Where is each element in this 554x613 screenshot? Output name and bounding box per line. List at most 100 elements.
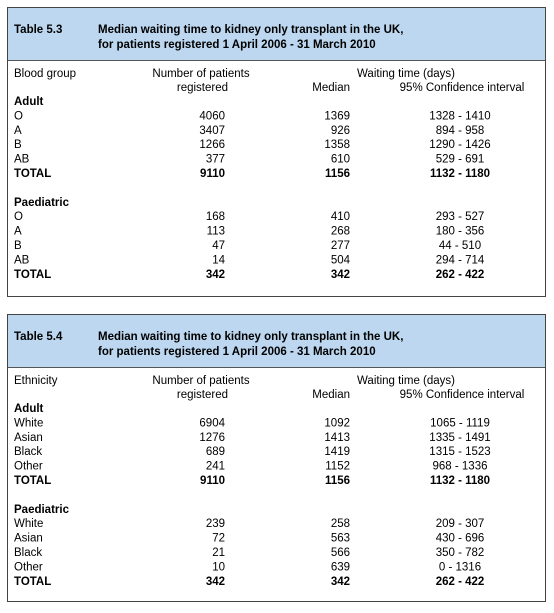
table-number: Table 5.4	[14, 331, 63, 343]
row-label: TOTAL	[14, 168, 51, 180]
column-header: 95% Confidence interval	[400, 82, 525, 94]
patients-cell: 6904	[199, 417, 225, 429]
ci-cell: 350 - 782	[436, 547, 485, 559]
column-header: Median	[312, 82, 350, 94]
patients-cell: 10	[212, 561, 225, 573]
patients-cell: 377	[206, 154, 225, 166]
column-header: Number of patients	[152, 375, 249, 387]
table-number: Table 5.3	[14, 24, 62, 36]
row-label: Black	[14, 547, 42, 559]
row-label: Asian	[14, 533, 43, 545]
row-label: Other	[14, 461, 43, 473]
patients-cell: 1266	[199, 139, 225, 151]
row-label: Asian	[14, 432, 43, 444]
table-title: for patients registered 1 April 2006 - 3…	[98, 39, 376, 51]
patients-cell: 9110	[200, 168, 225, 180]
table-box	[7, 7, 546, 297]
patients-cell: 689	[206, 446, 225, 458]
patients-cell: 9110	[200, 475, 225, 487]
median-cell: 277	[331, 240, 350, 252]
ci-cell: 1132 - 1180	[430, 475, 490, 487]
median-cell: 639	[331, 561, 350, 573]
median-cell: 1156	[325, 475, 350, 487]
median-cell: 504	[331, 254, 351, 266]
row-label: O	[14, 110, 23, 122]
median-cell: 258	[331, 518, 350, 530]
section-heading: Adult	[14, 403, 44, 415]
row-label: B	[14, 139, 22, 151]
median-cell: 410	[331, 211, 350, 223]
row-label: A	[14, 226, 22, 238]
ci-cell: 1328 - 1410	[429, 110, 490, 122]
ci-cell: 1065 - 1119	[430, 417, 490, 429]
median-cell: 1152	[325, 461, 350, 473]
ci-cell: 1335 - 1491	[429, 432, 490, 444]
median-cell: 926	[331, 125, 350, 137]
patients-cell: 239	[206, 518, 225, 530]
section-heading: Paediatric	[14, 504, 70, 516]
column-header: Blood group	[14, 68, 76, 80]
ci-cell: 894 - 958	[436, 125, 485, 137]
column-header: registered	[177, 82, 228, 94]
ci-cell: 44 - 510	[439, 240, 481, 252]
ci-cell: 294 - 714	[436, 254, 485, 266]
column-header: Waiting time (days)	[357, 375, 455, 387]
patients-cell: 1276	[199, 432, 225, 444]
row-label: O	[14, 211, 23, 223]
ci-cell: 1290 - 1426	[429, 139, 490, 151]
column-header: Median	[312, 389, 350, 401]
ci-cell: 293 - 527	[436, 211, 485, 223]
ci-cell: 209 - 307	[436, 518, 485, 530]
patients-cell: 241	[206, 461, 225, 473]
section-heading: Adult	[14, 96, 44, 108]
median-cell: 1358	[324, 139, 350, 151]
ci-cell: 968 - 1336	[433, 461, 488, 473]
ci-cell: 430 - 696	[436, 533, 485, 545]
column-header: Waiting time (days)	[357, 68, 455, 80]
median-cell: 1369	[324, 110, 350, 122]
patients-cell: 72	[212, 533, 225, 545]
column-header: Ethnicity	[14, 375, 58, 387]
row-label: Other	[14, 561, 43, 573]
patients-cell: 113	[207, 226, 225, 238]
section-heading: Paediatric	[14, 197, 70, 209]
median-cell: 1092	[324, 417, 350, 429]
ci-cell: 1315 - 1523	[429, 446, 490, 458]
ci-cell: 262 - 422	[436, 269, 485, 281]
table-box	[7, 314, 546, 602]
row-label: White	[14, 518, 43, 530]
table-title: for patients registered 1 April 2006 - 3…	[98, 346, 376, 358]
median-cell: 610	[331, 154, 350, 166]
table-header-band	[7, 7, 546, 61]
median-cell: 1413	[324, 432, 350, 444]
row-label: AB	[14, 254, 30, 266]
median-cell: 563	[331, 533, 350, 545]
ci-cell: 0 - 1316	[439, 561, 481, 573]
patients-cell: 47	[212, 240, 225, 252]
median-cell: 342	[331, 269, 350, 281]
column-header: Number of patients	[152, 68, 249, 80]
row-label: TOTAL	[14, 576, 51, 588]
patients-cell: 4060	[199, 110, 225, 122]
median-cell: 342	[331, 576, 350, 588]
ci-cell: 180 - 356	[436, 226, 485, 238]
row-label: A	[14, 125, 22, 137]
column-header: 95% Confidence interval	[400, 389, 525, 401]
row-label: Black	[14, 446, 42, 458]
table-title: Median waiting time to kidney only trans…	[98, 24, 403, 36]
table-title: Median waiting time to kidney only trans…	[98, 331, 403, 343]
patients-cell: 14	[212, 254, 225, 266]
patients-cell: 3407	[199, 125, 225, 137]
patients-cell: 21	[212, 547, 225, 559]
median-cell: 566	[331, 547, 350, 559]
ci-cell: 262 - 422	[436, 576, 485, 588]
row-label: TOTAL	[14, 269, 51, 281]
median-cell: 268	[331, 226, 350, 238]
median-cell: 1419	[324, 446, 350, 458]
patients-cell: 168	[206, 211, 225, 223]
ci-cell: 529 - 691	[436, 154, 485, 166]
row-label: TOTAL	[14, 475, 51, 487]
table-header-band	[7, 314, 546, 368]
